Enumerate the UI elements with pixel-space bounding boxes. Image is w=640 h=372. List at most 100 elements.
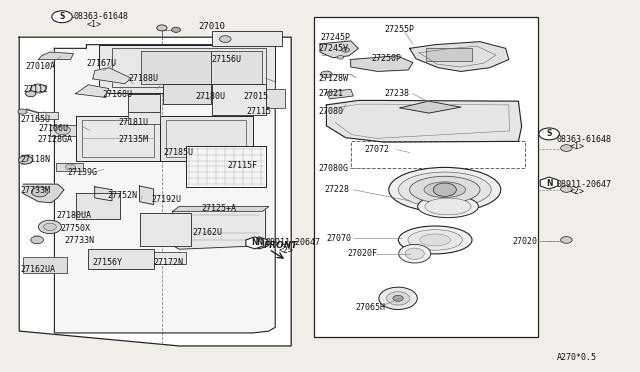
Polygon shape [19, 37, 291, 346]
Text: 27125+A: 27125+A [202, 204, 237, 213]
Circle shape [342, 48, 349, 52]
Text: 27192U: 27192U [151, 195, 181, 204]
Text: 27166U: 27166U [38, 124, 68, 133]
Text: 27135M: 27135M [118, 135, 148, 144]
Circle shape [38, 220, 61, 234]
Ellipse shape [388, 167, 500, 212]
FancyBboxPatch shape [154, 252, 186, 264]
Polygon shape [23, 184, 64, 203]
Text: <1>: <1> [570, 142, 584, 151]
Circle shape [321, 71, 332, 78]
Polygon shape [95, 187, 112, 201]
FancyBboxPatch shape [56, 163, 83, 171]
Polygon shape [93, 68, 131, 84]
Text: N: N [256, 238, 262, 247]
Polygon shape [38, 52, 74, 60]
Circle shape [26, 91, 36, 97]
Text: S: S [60, 12, 65, 21]
FancyBboxPatch shape [88, 249, 154, 269]
Polygon shape [326, 89, 353, 99]
Polygon shape [54, 45, 275, 333]
Ellipse shape [398, 172, 492, 207]
FancyBboxPatch shape [76, 193, 120, 219]
Polygon shape [326, 100, 522, 142]
FancyBboxPatch shape [128, 94, 160, 112]
Text: 08363-61648: 08363-61648 [74, 12, 129, 21]
Circle shape [31, 187, 48, 197]
Polygon shape [173, 206, 269, 211]
Text: 27115F: 27115F [228, 161, 258, 170]
Text: 27020F: 27020F [348, 249, 378, 258]
Circle shape [18, 109, 27, 114]
Text: N: N [546, 179, 552, 187]
Text: 27112: 27112 [23, 85, 48, 94]
Circle shape [44, 223, 56, 231]
Text: 27255P: 27255P [384, 25, 414, 34]
Text: 27015: 27015 [243, 92, 268, 101]
Text: 27021: 27021 [318, 89, 343, 98]
Text: 27156U: 27156U [211, 55, 241, 64]
Text: 08911-20647: 08911-20647 [266, 238, 321, 247]
Text: 08911-20647: 08911-20647 [557, 180, 612, 189]
Circle shape [19, 156, 33, 164]
Text: <2>: <2> [570, 187, 584, 196]
Text: 27180U: 27180U [195, 92, 225, 101]
Text: 27010: 27010 [198, 22, 225, 31]
Circle shape [399, 244, 431, 263]
FancyBboxPatch shape [163, 84, 211, 104]
Text: 27065H: 27065H [355, 303, 385, 312]
Text: 27156Y: 27156Y [93, 258, 123, 267]
FancyBboxPatch shape [314, 17, 538, 337]
Circle shape [337, 55, 344, 59]
Circle shape [172, 27, 180, 32]
Circle shape [561, 237, 572, 243]
Text: 27072: 27072 [365, 145, 390, 154]
Text: 27750X: 27750X [61, 224, 91, 233]
Circle shape [561, 145, 572, 151]
FancyBboxPatch shape [140, 213, 191, 246]
Text: 27733M: 27733M [20, 186, 51, 195]
Text: 27162U: 27162U [192, 228, 222, 237]
FancyBboxPatch shape [141, 51, 211, 84]
Text: 27162UA: 27162UA [20, 265, 56, 274]
Text: 27180UA: 27180UA [56, 211, 92, 220]
Circle shape [561, 186, 572, 192]
Text: 27245P: 27245P [320, 33, 350, 42]
Text: N: N [252, 238, 258, 247]
Ellipse shape [408, 230, 463, 250]
Text: 27168U: 27168U [102, 90, 132, 99]
Text: 27167U: 27167U [86, 59, 116, 68]
Text: 27185U: 27185U [163, 148, 193, 157]
Polygon shape [320, 41, 358, 58]
Circle shape [55, 126, 70, 135]
Ellipse shape [424, 182, 466, 198]
Polygon shape [410, 42, 509, 71]
Text: 27010A: 27010A [26, 62, 56, 71]
FancyBboxPatch shape [38, 112, 58, 119]
FancyBboxPatch shape [426, 48, 472, 61]
Circle shape [31, 84, 46, 93]
FancyBboxPatch shape [50, 125, 76, 136]
Text: S: S [547, 129, 552, 138]
Ellipse shape [398, 226, 472, 254]
Circle shape [157, 25, 167, 31]
FancyBboxPatch shape [99, 45, 275, 93]
Text: 27128W: 27128W [318, 74, 348, 83]
FancyBboxPatch shape [186, 146, 266, 187]
Text: A270*0.5: A270*0.5 [557, 353, 596, 362]
Text: 27245V: 27245V [318, 44, 348, 53]
Text: 27238: 27238 [384, 89, 409, 98]
FancyBboxPatch shape [76, 116, 160, 161]
Circle shape [433, 183, 456, 196]
Text: 27080G: 27080G [318, 164, 348, 173]
Polygon shape [173, 206, 269, 249]
Circle shape [393, 295, 403, 301]
Text: 27733N: 27733N [64, 236, 94, 245]
Text: 27181U: 27181U [118, 118, 148, 126]
Polygon shape [400, 101, 461, 113]
Text: 27139G: 27139G [67, 168, 97, 177]
Text: <1>: <1> [86, 20, 101, 29]
Ellipse shape [418, 195, 479, 218]
Ellipse shape [420, 234, 451, 246]
Circle shape [379, 287, 417, 310]
